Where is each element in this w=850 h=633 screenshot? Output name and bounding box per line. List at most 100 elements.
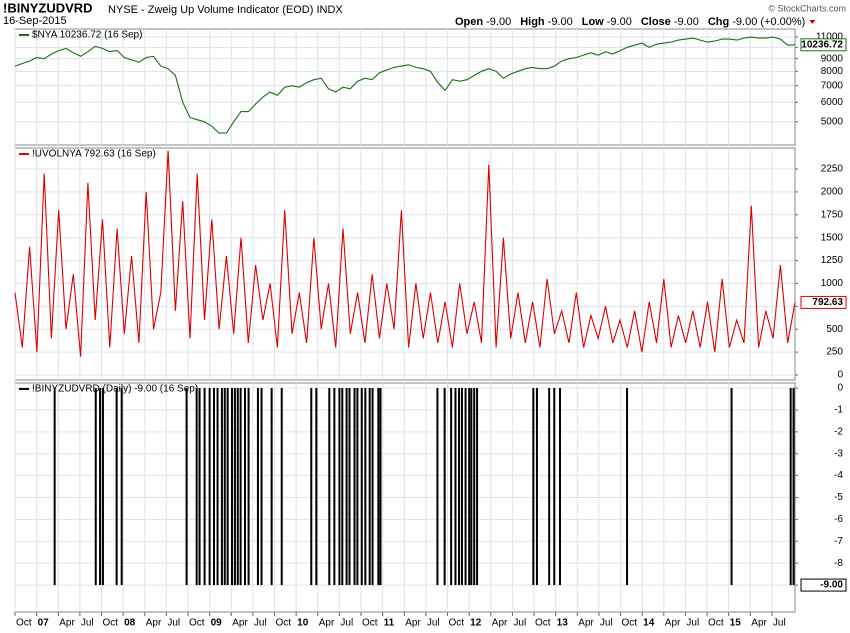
y-tick-label: 9000 <box>821 53 844 64</box>
x-tick-label: Apr <box>665 618 681 629</box>
quote-value: -9.00 (+0.00%) <box>732 16 805 28</box>
bar <box>558 388 561 586</box>
bar <box>345 388 348 586</box>
x-tick-label: 10 <box>297 618 309 629</box>
y-tick-label: -4 <box>834 470 843 481</box>
bar <box>230 388 233 586</box>
x-tick-label: Oct <box>276 618 292 629</box>
bar <box>247 388 250 586</box>
last-value: 792.63 <box>812 297 843 308</box>
bar <box>333 388 336 586</box>
y-tick-label: -5 <box>834 492 843 503</box>
bar <box>226 388 229 586</box>
y-tick-label: 1000 <box>821 278 844 289</box>
bar <box>243 388 246 586</box>
x-tick-label: Oct <box>103 618 119 629</box>
bar <box>223 388 226 586</box>
bar <box>626 388 629 586</box>
x-tick-label: 14 <box>643 618 655 629</box>
y-tick-label: 8000 <box>821 66 844 77</box>
bar <box>260 388 263 586</box>
y-tick-label: 2250 <box>821 164 844 175</box>
x-tick-label: Oct <box>189 618 205 629</box>
y-tick-label: -8 <box>834 558 843 569</box>
quote-label: Open <box>455 16 483 28</box>
x-tick-label: Jul <box>340 618 353 629</box>
bar <box>454 388 457 586</box>
bar <box>236 388 239 586</box>
bar <box>270 388 273 586</box>
bar <box>101 388 104 586</box>
bar <box>789 388 792 586</box>
bar <box>535 388 538 586</box>
bar <box>256 388 259 586</box>
y-tick-label: 1750 <box>821 209 844 220</box>
bar <box>94 388 97 586</box>
bar <box>53 388 56 586</box>
bar <box>216 388 219 586</box>
x-tick-label: 13 <box>557 618 569 629</box>
y-tick-label: 1500 <box>821 232 844 243</box>
bar <box>470 388 473 586</box>
quote-label: High <box>520 16 545 28</box>
bar <box>212 388 215 586</box>
bar <box>341 388 344 586</box>
date: 16-Sep-2015 <box>3 15 67 27</box>
x-tick-label: Jul <box>81 618 94 629</box>
quote-label: Chg <box>708 16 729 28</box>
x-tick-label: Oct <box>362 618 378 629</box>
x-tick-label: Apr <box>492 618 508 629</box>
last-value-box <box>800 578 847 592</box>
y-tick-label: 2000 <box>821 187 844 198</box>
bar <box>185 388 188 586</box>
bar <box>553 388 556 586</box>
bar <box>464 388 467 586</box>
bar <box>348 388 351 586</box>
series-line <box>14 36 796 134</box>
bar <box>371 388 374 586</box>
description: NYSE - Zweig Up Volume Indicator (EOD) I… <box>108 4 343 16</box>
legend: !BINYZUDVRD (Daily) -9.00 (16 Sep) <box>32 384 198 395</box>
symbol: !BINYZUDVRD <box>3 0 93 15</box>
y-tick-label: 7000 <box>821 80 844 91</box>
bar <box>233 388 236 586</box>
x-tick-label: Apr <box>578 618 594 629</box>
quote-value: -9.00 <box>486 16 511 28</box>
y-tick-label: 500 <box>826 324 843 335</box>
y-tick-label: -1 <box>834 405 843 416</box>
x-tick-label: Apr <box>232 618 248 629</box>
x-tick-label: Jul <box>773 618 786 629</box>
bar <box>356 388 359 586</box>
x-tick-label: Jul <box>686 618 699 629</box>
y-tick-label: -7 <box>834 536 843 547</box>
bar <box>338 388 341 586</box>
legend: $NYA 10236.72 (16 Sep) <box>32 30 142 41</box>
y-tick-label: 6000 <box>821 97 844 108</box>
bar <box>548 388 551 586</box>
legend: !UVOLNYA 792.63 (16 Sep) <box>32 149 156 160</box>
quote-value: -9.00 <box>674 16 699 28</box>
x-tick-label: Jul <box>427 618 440 629</box>
x-tick-label: Apr <box>146 618 162 629</box>
quote-label: Low <box>582 16 604 28</box>
bar <box>450 388 453 586</box>
last-value: -9.00 <box>820 580 843 591</box>
bar <box>310 388 313 586</box>
y-tick-label: 0 <box>837 370 843 381</box>
bar <box>360 388 363 586</box>
bar <box>730 388 733 586</box>
y-tick-label: 0 <box>837 383 843 394</box>
bar <box>328 388 331 586</box>
y-tick-label: -6 <box>834 514 843 525</box>
bar <box>364 388 367 586</box>
bar <box>379 388 382 586</box>
x-tick-label: Apr <box>751 618 767 629</box>
bar <box>468 388 471 586</box>
x-tick-label: Oct <box>708 618 724 629</box>
quote-label: Close <box>641 16 671 28</box>
y-tick-label: 5000 <box>821 116 844 127</box>
bar <box>368 388 371 586</box>
bar <box>198 388 201 586</box>
bar <box>532 388 535 586</box>
